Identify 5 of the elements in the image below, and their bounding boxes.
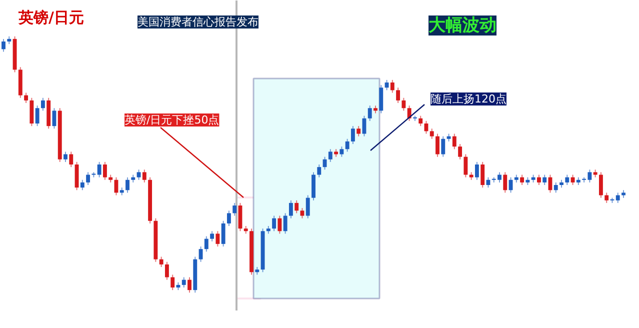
text: 美国消费者信心报告发布 <box>138 16 258 28</box>
chart-title: 英镑/日元 <box>18 8 84 26</box>
annotation: 英镑/日元下挫50点 <box>124 114 220 126</box>
annotation: 随后上扬120点 <box>430 92 506 106</box>
text: 大幅波动 <box>428 16 496 36</box>
